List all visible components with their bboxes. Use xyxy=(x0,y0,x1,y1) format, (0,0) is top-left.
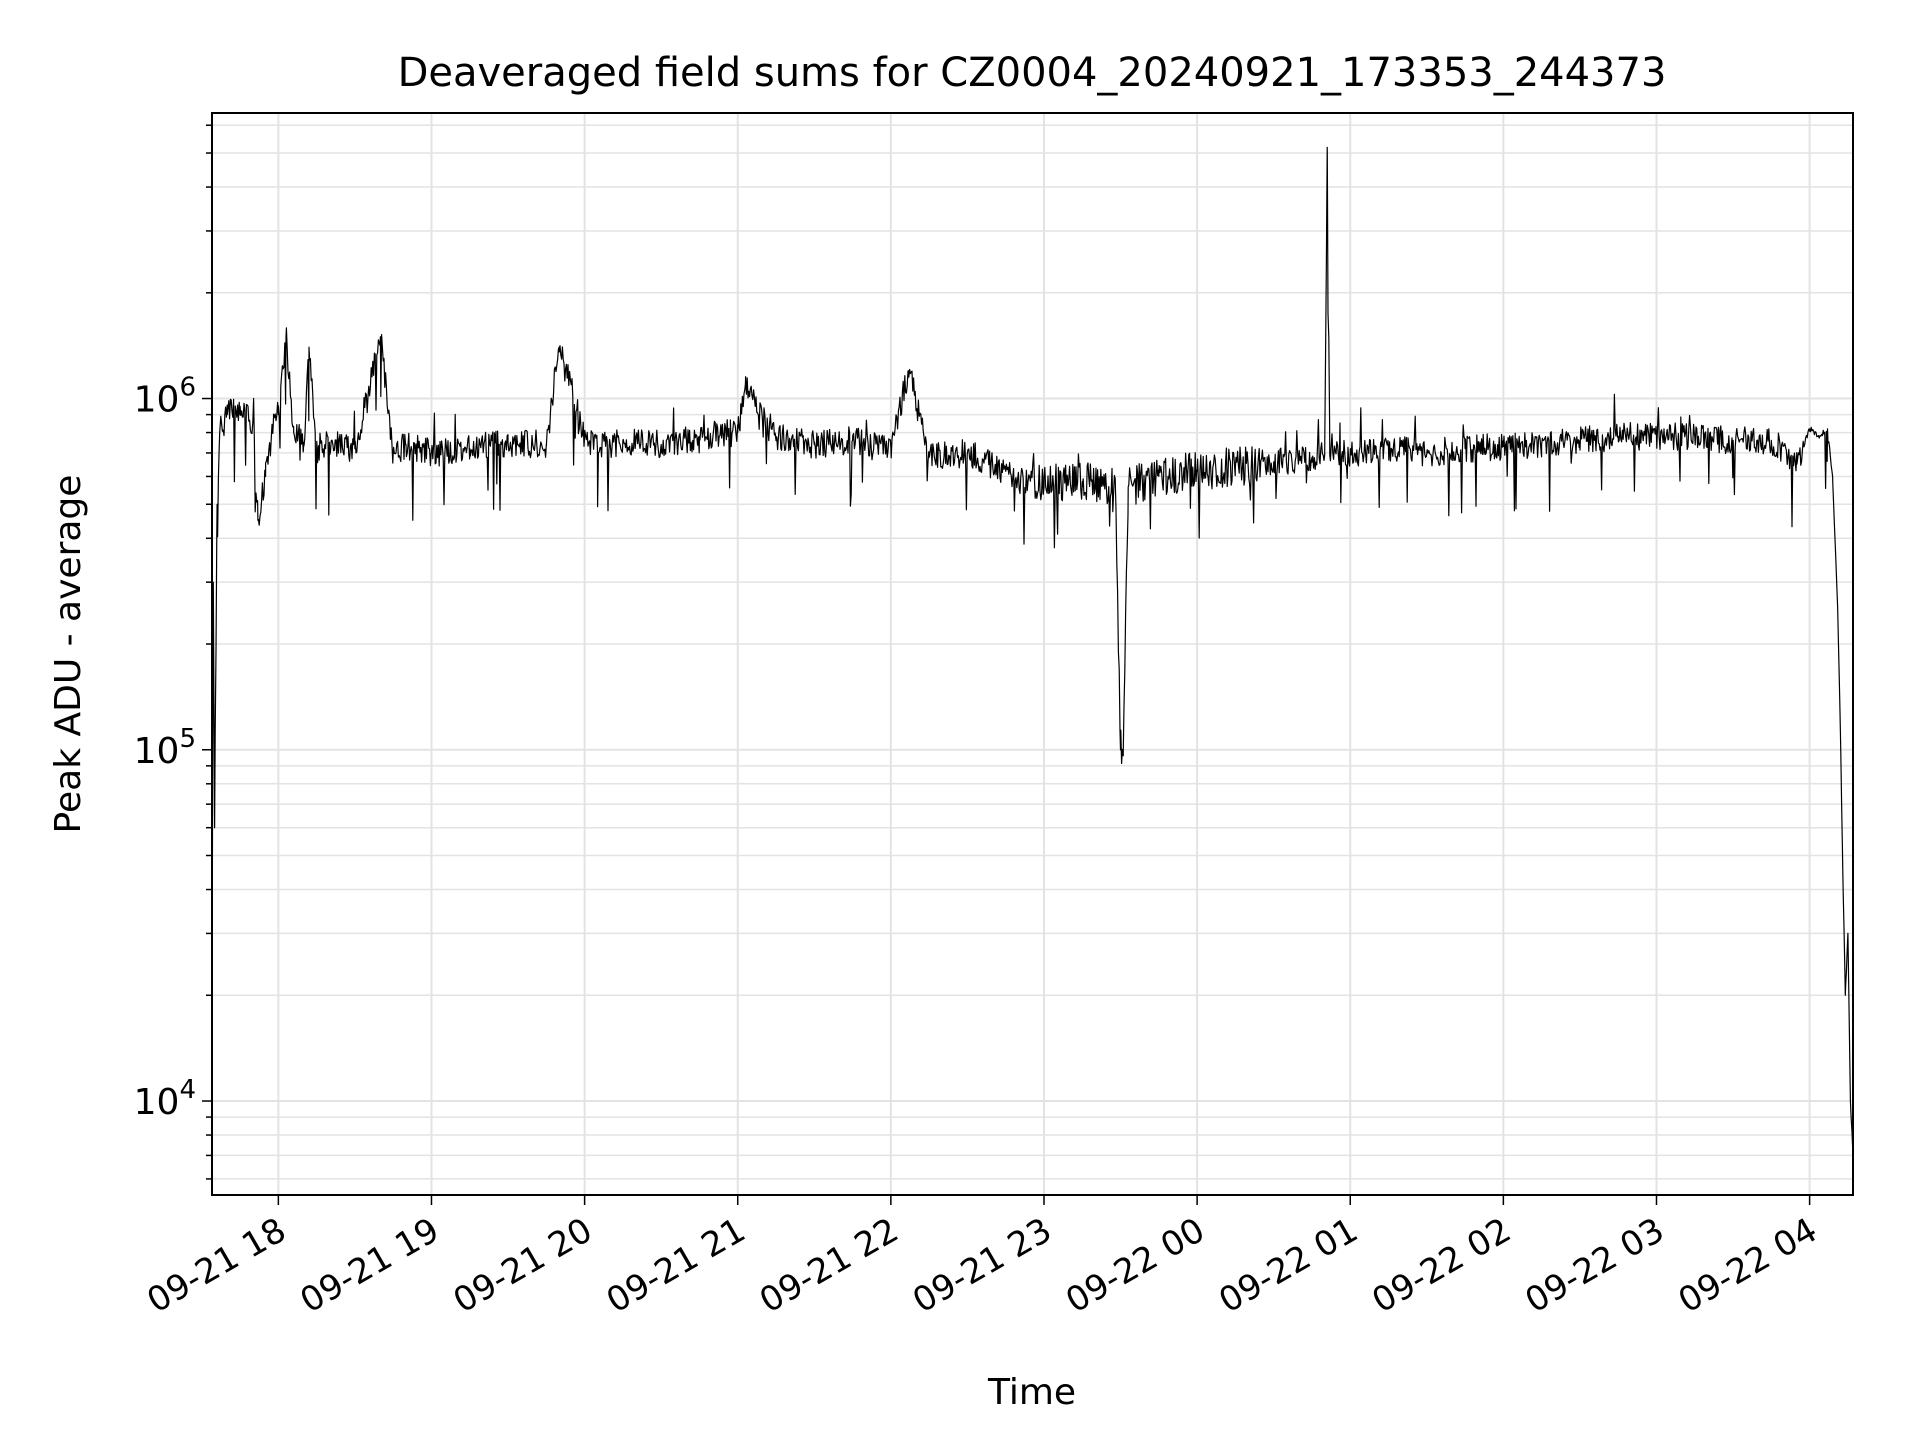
x-tick-label: 09-21 21 xyxy=(600,1210,752,1321)
x-tick-label: 09-21 18 xyxy=(140,1210,292,1321)
x-axis: 09-21 18 09-21 19 09-21 20 09-21 21 09-21 22… xyxy=(140,1195,1824,1321)
x-tick-label: 09-22 02 xyxy=(1365,1210,1517,1321)
x-axis-label: Time xyxy=(987,1372,1076,1413)
chart-title: Deaveraged field sums for CZ0004_2024092… xyxy=(398,50,1667,96)
y-tick-label: 106 xyxy=(134,373,196,421)
x-tick-label: 09-22 00 xyxy=(1059,1210,1211,1321)
x-tick-label: 09-22 01 xyxy=(1212,1210,1364,1321)
x-tick-label: 09-22 03 xyxy=(1519,1210,1671,1321)
series-line xyxy=(211,146,1854,1156)
x-tick-label: 09-22 04 xyxy=(1672,1210,1824,1321)
x-tick-label: 09-21 22 xyxy=(753,1210,905,1321)
y-tick-label: 104 xyxy=(134,1075,196,1123)
plot-frame xyxy=(211,112,1854,1196)
y-axis: 104 105 106 xyxy=(134,124,212,1180)
x-tick-label: 09-21 20 xyxy=(447,1210,599,1321)
grid xyxy=(212,113,1853,1195)
x-tick-label: 09-21 23 xyxy=(906,1210,1058,1321)
series-layer xyxy=(211,146,1854,1156)
y-tick-label: 105 xyxy=(134,724,196,772)
x-tick-label: 09-21 19 xyxy=(294,1210,446,1321)
y-axis-label: Peak ADU - average xyxy=(48,475,89,834)
